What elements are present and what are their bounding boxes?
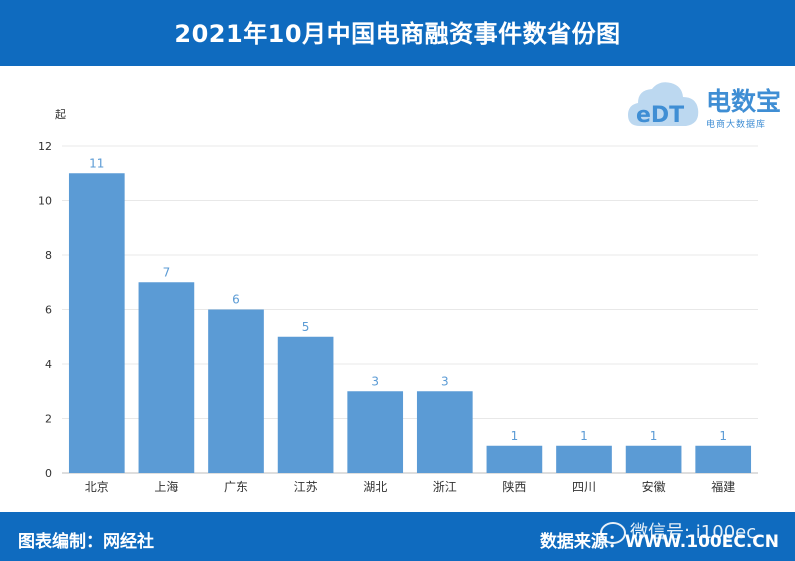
- x-tick-label: 广东: [224, 480, 248, 494]
- y-tick-label: 0: [45, 467, 52, 480]
- bar-chart: 0 2 4 6 8 10 12 起 11 北京 7 上海 6 广东 5 江苏 3 湖北 3 浙江 1 陕西 1 四川 1 安徽 1 福…: [38, 108, 758, 494]
- chart-title: 2021年10月中国电商融资事件数省份图: [174, 20, 621, 48]
- x-tick-label: 浙江: [433, 480, 457, 494]
- x-tick-label: 上海: [154, 479, 178, 494]
- bar: [208, 309, 264, 473]
- x-tick-label: 陕西: [502, 479, 526, 494]
- bar: [347, 391, 404, 473]
- footer-bar: [0, 512, 795, 561]
- x-tick-label: 福建: [711, 479, 735, 494]
- data-label: 7: [163, 265, 171, 279]
- data-label: 1: [650, 429, 658, 443]
- y-tick-label: 12: [38, 140, 52, 153]
- cloud-logo-icon: eDT: [628, 82, 699, 128]
- logo-brand: 电数宝: [706, 87, 782, 116]
- y-tick-label: 4: [45, 358, 52, 371]
- bar: [625, 445, 682, 473]
- data-label: 1: [719, 429, 727, 443]
- data-label: 5: [302, 320, 310, 334]
- data-label: 1: [580, 429, 588, 443]
- x-tick-label: 湖北: [363, 479, 387, 494]
- logo: eDT 电数宝 电商大数据库: [626, 74, 791, 136]
- y-tick-label: 8: [45, 249, 52, 262]
- bar: [695, 445, 752, 473]
- watermark-text: 微信号: i100ec: [630, 522, 757, 543]
- wechat-icon: [600, 522, 626, 544]
- header-bar: 2021年10月中国电商融资事件数省份图: [0, 0, 795, 66]
- bar: [68, 173, 125, 473]
- logo-tagline: 电商大数据库: [706, 120, 767, 130]
- data-label: 11: [89, 156, 104, 170]
- x-tick-label: 安徽: [642, 479, 666, 494]
- bar: [138, 282, 195, 473]
- x-tick-label: 江苏: [294, 480, 318, 494]
- wechat-watermark: 微信号: i100ec: [600, 518, 756, 544]
- data-label: 1: [511, 429, 519, 443]
- footer-credit: 图表编制：网经社: [18, 532, 154, 552]
- y-axis-label: 起: [55, 108, 66, 121]
- x-tick-label: 北京: [85, 480, 109, 494]
- bar: [277, 336, 334, 473]
- footer-source: 数据来源：WWW.100EC.CN: [539, 532, 779, 552]
- bar: [486, 445, 543, 473]
- x-tick-label: 四川: [572, 480, 596, 494]
- logo-mark: eDT: [636, 103, 684, 128]
- y-tick-label: 6: [45, 304, 52, 317]
- y-tick-label: 2: [45, 413, 52, 426]
- data-label: 3: [371, 374, 379, 388]
- data-label: 6: [232, 293, 240, 307]
- y-tick-label: 10: [38, 195, 52, 208]
- bar: [556, 445, 612, 473]
- bar: [416, 391, 473, 473]
- data-label: 3: [441, 374, 449, 388]
